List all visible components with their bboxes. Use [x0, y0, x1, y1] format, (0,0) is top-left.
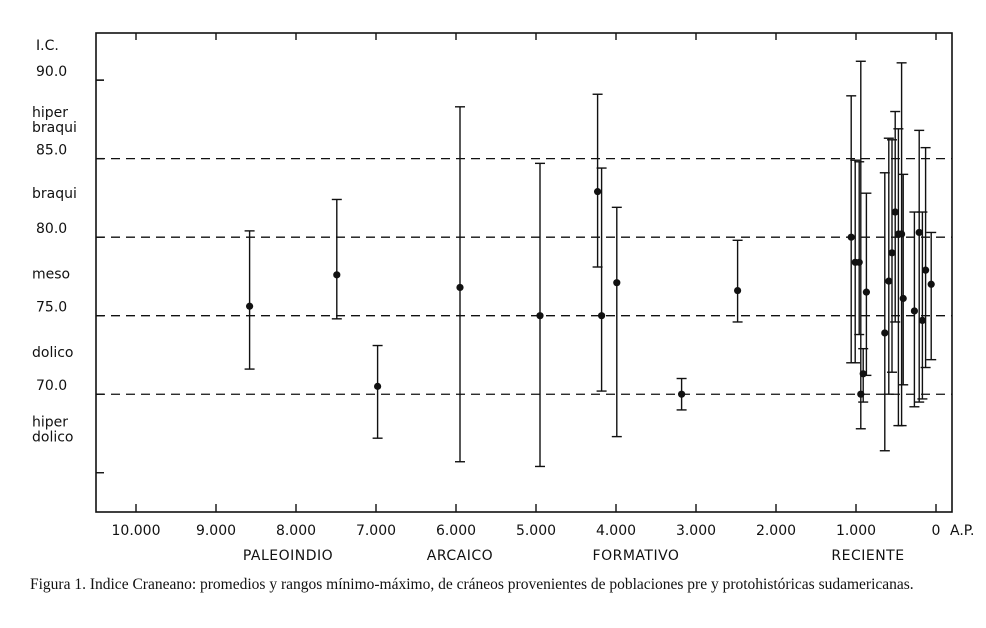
x-tick-label: 10.000 — [112, 523, 161, 539]
mean-point — [918, 316, 927, 324]
mean-point — [678, 390, 686, 398]
y-tick-label: 90.0 — [36, 64, 67, 80]
mean-point — [594, 188, 602, 196]
mean-point — [859, 370, 867, 378]
mean-points — [246, 188, 935, 398]
x-unit-label: A.P. — [950, 523, 975, 539]
x-tick-labels: 10.000 9.000 8.000 7.000 6.000 5.000 4.000 3.00… — [112, 523, 975, 539]
y-tick-label: 75.0 — [36, 300, 67, 316]
mean-point — [246, 302, 254, 310]
mean-point — [456, 283, 464, 292]
mean-point — [734, 286, 742, 295]
class-label: hiper — [32, 414, 68, 430]
x-tick-label: 9.000 — [196, 523, 236, 539]
x-tick-label: 5.000 — [516, 523, 556, 539]
y-tick-label: 80.0 — [36, 221, 67, 237]
chart-axes — [95, 32, 953, 513]
mean-point — [881, 329, 889, 337]
y-tick-label: 70.0 — [36, 378, 67, 394]
y-tick-label: 85.0 — [36, 143, 67, 159]
class-label: dolico — [32, 429, 74, 445]
mean-point — [927, 280, 935, 288]
mean-point — [374, 382, 382, 390]
x-tick-label: 0 — [932, 523, 941, 539]
x-tick-label: 7.000 — [356, 523, 396, 539]
period-label: RECIENTE — [831, 548, 904, 564]
mean-point — [613, 279, 621, 287]
mean-point — [857, 390, 865, 398]
period-label: PALEOINDIO — [243, 548, 333, 564]
y-tick-labels: 90.0 85.0 80.0 75.0 70.0 I.C. — [36, 38, 67, 394]
class-label: braqui — [32, 120, 77, 136]
class-label: hiper — [32, 105, 68, 121]
class-label: braqui — [32, 186, 77, 202]
mean-point — [885, 277, 893, 285]
mean-point — [899, 294, 907, 303]
mean-point — [910, 307, 919, 315]
mean-point — [915, 228, 923, 237]
x-tick-label: 6.000 — [436, 523, 476, 539]
reference-lines — [96, 157, 952, 395]
mean-point — [333, 271, 341, 279]
x-tick-label: 1.000 — [836, 523, 876, 539]
mean-point — [536, 312, 544, 320]
mean-point — [898, 230, 906, 238]
mean-point — [847, 233, 855, 241]
plot-frame — [95, 32, 953, 513]
mean-point — [922, 266, 930, 274]
x-tick-label: 4.000 — [596, 523, 636, 539]
period-label: FORMATIVO — [593, 548, 680, 564]
figure-caption: Figura 1. Indice Craneano: promedios y r… — [30, 576, 914, 593]
period-label: ARCAICO — [427, 548, 493, 564]
mean-point — [855, 258, 863, 266]
mean-point — [888, 249, 896, 257]
y-axis-title: I.C. — [36, 38, 59, 54]
x-tick-label: 8.000 — [276, 523, 316, 539]
class-label: meso — [32, 266, 70, 282]
x-tick-label: 3.000 — [676, 523, 716, 539]
mean-point — [598, 312, 606, 320]
class-label: dolico — [32, 345, 74, 361]
mean-point — [891, 208, 899, 216]
chart-svg: 90.085.080.075.070.0I.C. hiperbraquibraq… — [32, 32, 975, 564]
error-bars — [244, 60, 937, 468]
x-tick-label: 2.000 — [756, 523, 796, 539]
period-labels: PALEOINDIO ARCAICO FORMATIVO RECIENTE — [243, 548, 904, 564]
mean-point — [862, 288, 871, 296]
